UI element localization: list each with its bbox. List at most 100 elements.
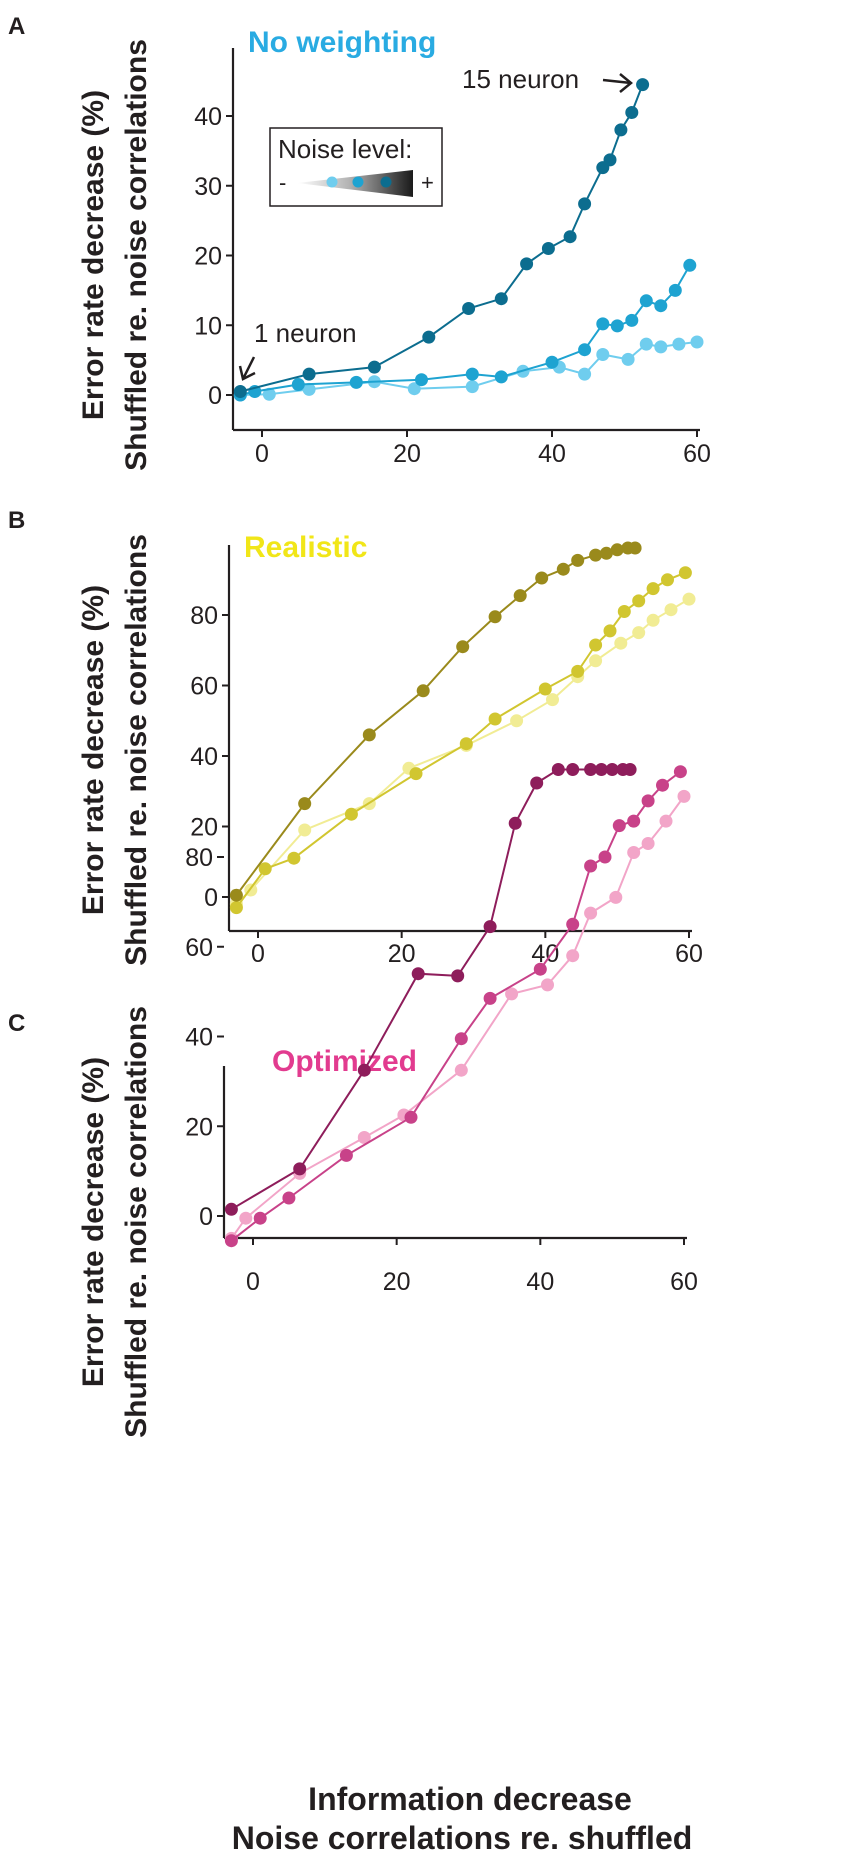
data-point-c-0-7 bbox=[530, 776, 544, 790]
y-tick-label-a-0: 0 bbox=[208, 382, 222, 410]
y-tick-label-c-2: 40 bbox=[185, 1024, 213, 1052]
series-line-c-1 bbox=[230, 770, 682, 1242]
data-point-c-2-6 bbox=[505, 987, 519, 1001]
data-point-a-2-1 bbox=[262, 387, 276, 401]
x-tick-label-a-0: 0 bbox=[255, 440, 269, 468]
y-tick-label-a-1: 10 bbox=[194, 312, 222, 340]
data-point-a-0-3 bbox=[422, 330, 436, 344]
data-point-c-0-9 bbox=[566, 763, 580, 776]
data-point-a-1-15 bbox=[683, 258, 697, 272]
y-tick-label-b-4: 80 bbox=[190, 602, 218, 630]
x-tick-label-c-3: 60 bbox=[670, 1268, 698, 1296]
data-point-b-2-9 bbox=[589, 654, 603, 668]
arrow-15-neuron bbox=[602, 73, 633, 93]
y-tick-label-c-1: 20 bbox=[185, 1113, 213, 1141]
y-tick-label-b-1: 20 bbox=[190, 814, 218, 842]
data-point-a-0-5 bbox=[494, 292, 508, 306]
data-point-a-0-6 bbox=[520, 257, 534, 271]
data-point-b-0-10 bbox=[589, 548, 603, 562]
data-point-a-0-14 bbox=[636, 78, 650, 92]
data-point-b-1-13 bbox=[646, 582, 660, 596]
y-axis-label-line2-b: Shuffled re. noise correlations bbox=[120, 534, 153, 966]
data-point-a-1-5 bbox=[465, 367, 479, 381]
data-point-c-1-3 bbox=[339, 1148, 353, 1162]
data-point-b-2-11 bbox=[632, 626, 646, 640]
y-tick-label-a-4: 40 bbox=[194, 103, 222, 131]
data-point-c-0-8 bbox=[551, 763, 565, 776]
series-line-b-1 bbox=[235, 571, 686, 909]
series-line-a-1 bbox=[240, 264, 691, 396]
data-point-b-1-10 bbox=[603, 624, 617, 638]
data-point-c-1-6 bbox=[483, 991, 497, 1005]
data-point-a-0-8 bbox=[563, 230, 577, 244]
data-point-a-1-11 bbox=[625, 313, 639, 327]
data-point-c-1-11 bbox=[612, 819, 626, 833]
data-point-b-0-14 bbox=[628, 541, 642, 555]
y-axis-label-line1-c: Error rate decrease (%) bbox=[77, 1057, 110, 1387]
y-axis-label-line2-a: Shuffled re. noise correlations bbox=[120, 39, 153, 471]
data-point-c-0-11 bbox=[594, 763, 608, 776]
data-point-a-1-4 bbox=[415, 373, 428, 387]
data-point-b-2-10 bbox=[614, 636, 628, 650]
data-point-b-2-12 bbox=[646, 613, 660, 627]
data-point-b-1-0 bbox=[229, 901, 243, 915]
data-point-c-1-9 bbox=[584, 859, 598, 873]
data-point-c-2-10 bbox=[609, 890, 623, 904]
x-tick-label-c-0: 0 bbox=[246, 1268, 260, 1296]
data-point-b-1-2 bbox=[287, 851, 301, 865]
data-point-a-1-12 bbox=[639, 294, 653, 308]
x-tick-label-a-3: 60 bbox=[683, 440, 711, 468]
data-point-a-1-14 bbox=[668, 283, 682, 297]
x-axis-label-line2: Noise correlations re. shuffled bbox=[232, 1820, 693, 1856]
y-tick-label-c-0: 0 bbox=[199, 1203, 213, 1231]
legend-minus: - bbox=[279, 170, 286, 195]
data-point-a-0-0 bbox=[233, 385, 247, 398]
series-c-2 bbox=[224, 789, 691, 1245]
data-point-c-0-14 bbox=[623, 763, 637, 776]
data-point-b-1-1 bbox=[258, 862, 272, 876]
data-point-b-1-4 bbox=[409, 767, 423, 781]
data-point-c-0-5 bbox=[483, 920, 497, 934]
data-point-a-0-7 bbox=[541, 242, 555, 255]
x-tick-label-c-2: 40 bbox=[526, 1268, 554, 1296]
y-axis-label-line1-b: Error rate decrease (%) bbox=[77, 585, 110, 915]
data-point-b-0-4 bbox=[456, 640, 470, 654]
data-point-c-2-3 bbox=[357, 1131, 371, 1144]
data-point-c-1-2 bbox=[282, 1191, 296, 1205]
data-point-a-0-1 bbox=[302, 367, 316, 381]
data-point-c-2-14 bbox=[677, 789, 691, 803]
x-tick-label-a-1: 20 bbox=[393, 440, 421, 468]
data-point-b-2-2 bbox=[298, 823, 312, 837]
series-b-1 bbox=[229, 566, 692, 915]
panel-a: A Error rate decrease (%) Shuffled re. n… bbox=[8, 13, 711, 471]
y-axis-label-line2-c: Shuffled re. noise correlations bbox=[120, 1006, 153, 1438]
data-point-b-0-3 bbox=[416, 684, 430, 698]
data-point-a-2-5 bbox=[465, 380, 479, 394]
chart-title-b: Realistic bbox=[244, 531, 367, 564]
data-point-b-1-11 bbox=[617, 605, 631, 618]
data-point-a-0-2 bbox=[367, 360, 381, 374]
arrow-1-neuron bbox=[238, 356, 256, 381]
data-point-c-2-12 bbox=[641, 837, 655, 850]
data-point-c-2-13 bbox=[659, 814, 673, 828]
data-point-b-1-12 bbox=[632, 594, 646, 608]
panel-label-c: C bbox=[8, 1010, 25, 1037]
data-point-a-1-3 bbox=[349, 375, 363, 389]
data-point-a-0-9 bbox=[578, 197, 592, 211]
legend-plus: + bbox=[421, 170, 434, 195]
data-point-a-1-7 bbox=[545, 355, 559, 369]
x-tick-label-b-0: 0 bbox=[251, 940, 265, 968]
y-tick-label-b-2: 40 bbox=[190, 743, 218, 771]
data-point-a-1-8 bbox=[578, 343, 592, 357]
data-point-c-1-15 bbox=[673, 765, 687, 779]
data-point-c-1-13 bbox=[641, 794, 655, 808]
marks-a bbox=[233, 78, 704, 402]
data-point-c-2-1 bbox=[239, 1211, 253, 1225]
data-point-b-1-9 bbox=[589, 638, 603, 652]
data-point-a-0-4 bbox=[462, 302, 476, 315]
data-point-a-2-10 bbox=[621, 352, 635, 366]
data-point-c-1-4 bbox=[404, 1110, 418, 1124]
data-point-a-0-13 bbox=[625, 106, 639, 119]
data-point-b-1-15 bbox=[678, 566, 692, 580]
